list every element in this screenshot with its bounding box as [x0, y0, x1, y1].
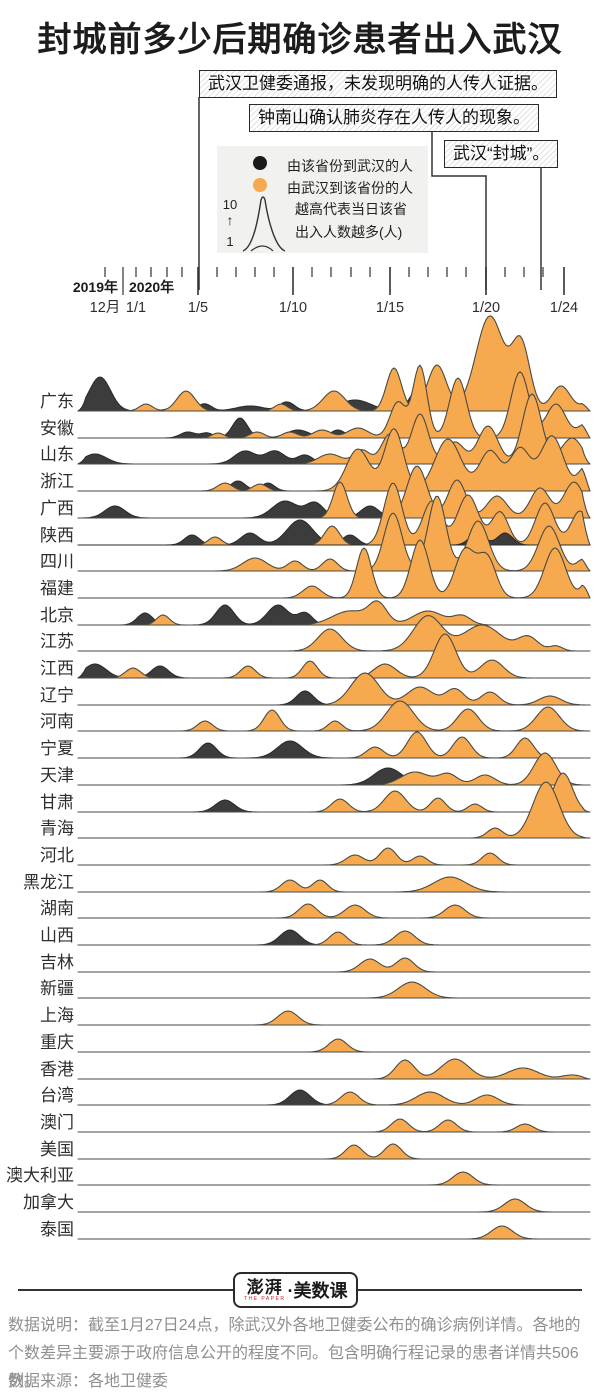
timeline-tick-label: 1/5	[188, 300, 208, 316]
year-label-2020: 2020年	[129, 279, 175, 295]
row-label-广西: 广西	[40, 499, 74, 518]
row-label-泰国: 泰国	[40, 1220, 74, 1239]
ridge-row-16-orange	[77, 781, 591, 839]
ridge-row-25-orange	[77, 1058, 591, 1080]
ridge-row-3-orange	[77, 428, 591, 492]
annotation-leader-line	[431, 131, 487, 290]
ridge-row-27-orange	[77, 1118, 591, 1133]
annotation-box-zhongnanshan: 钟南山确认肺炎存在人传人的现象。	[249, 104, 539, 132]
row-label-吉林: 吉林	[40, 953, 74, 972]
ridge-row-15-orange	[77, 772, 591, 813]
legend-note-line1: 越高代表当日该省	[295, 201, 407, 217]
row-label-辽宁: 辽宁	[40, 686, 74, 705]
row-label-澳大利亚: 澳大利亚	[6, 1166, 74, 1185]
legend-label-to-wuhan: 由该省份到武汉的人	[287, 158, 413, 174]
legend-note-line2: 出入人数越多(人)	[295, 224, 403, 240]
row-label-陕西: 陕西	[40, 526, 74, 545]
page-title: 封城前多少后期确诊患者出入武汉	[37, 21, 563, 59]
timeline-tick-label: 1/24	[550, 300, 578, 316]
row-label-河北: 河北	[40, 846, 74, 865]
ridge-row-12-orange	[77, 700, 591, 732]
ridge-row-21-orange	[77, 957, 591, 973]
row-label-山西: 山西	[40, 926, 74, 945]
logo-thepaper-en: THE PAPER	[244, 1295, 286, 1302]
year-label-2019: 2019年	[72, 279, 118, 295]
row-label-黑龙江: 黑龙江	[23, 873, 74, 892]
row-label-天津: 天津	[40, 766, 74, 785]
ridge-row-14-black	[77, 767, 591, 786]
ridge-row-26-orange	[77, 1091, 591, 1106]
row-label-山东: 山东	[40, 445, 74, 464]
ridge-row-19-orange	[77, 903, 591, 919]
row-label-北京: 北京	[40, 606, 74, 625]
row-label-上海: 上海	[40, 1006, 74, 1025]
ridge-row-9-orange	[77, 615, 591, 652]
to-wuhan-dot-icon	[253, 156, 267, 170]
row-label-安徽: 安徽	[40, 419, 74, 438]
data-source: 数据来源：各地卫健委	[8, 1373, 169, 1390]
row-label-香港: 香港	[40, 1060, 74, 1079]
ridge-row-7-orange	[77, 539, 591, 599]
ridge-row-8-orange	[77, 600, 591, 626]
ridge-row-5-black	[77, 532, 591, 546]
ridge-row-0-orange	[77, 315, 591, 412]
row-label-澳门: 澳门	[40, 1113, 74, 1132]
scale-arrow-icon: ↑	[226, 212, 234, 228]
timeline-tick-label: 1/15	[376, 300, 404, 316]
logo-pengpai: 澎湃 THE PAPER	[244, 1279, 285, 1302]
ridge-row-28-orange	[77, 1143, 591, 1160]
ridge-row-24-orange	[77, 1038, 591, 1053]
row-label-重庆: 重庆	[40, 1033, 74, 1052]
row-label-加拿大: 加拿大	[23, 1193, 74, 1212]
timeline-tick-label: 1/20	[472, 300, 500, 316]
row-label-河南: 河南	[40, 712, 74, 731]
timeline-tick-label: 1/10	[279, 300, 307, 316]
timeline-tick-label: 12月	[90, 300, 121, 316]
ridge-row-17-orange	[77, 847, 591, 866]
ridge-row-14-orange	[77, 752, 591, 786]
ridge-row-10-orange	[77, 633, 591, 679]
ridge-row-20-orange	[77, 930, 591, 946]
row-label-江苏: 江苏	[40, 632, 74, 651]
ridge-row-11-orange	[77, 672, 591, 706]
scale-min-label: 1	[226, 234, 234, 249]
from-wuhan-dot-icon	[253, 178, 267, 192]
legend: 由该省份到武汉的人 由武汉到该省份的人 10 ↑ 1 越高代表当日该省 出入人数…	[217, 146, 428, 253]
row-label-四川: 四川	[40, 552, 74, 571]
row-label-甘肃: 甘肃	[40, 793, 74, 812]
row-label-台湾: 台湾	[40, 1086, 74, 1105]
ridge-row-22-orange	[77, 981, 591, 999]
scale-max-label: 10	[222, 197, 238, 212]
ridge-row-18-orange	[77, 876, 591, 893]
timeline-tick-label: 1/1	[126, 300, 146, 316]
ridge-row-30-orange	[77, 1198, 591, 1213]
row-label-福建: 福建	[40, 579, 74, 598]
the-paper-logo: 澎湃 THE PAPER ·美数课	[233, 1272, 359, 1308]
ridge-row-31-orange	[77, 1225, 591, 1240]
row-label-美国: 美国	[40, 1140, 74, 1159]
ridge-row-29-orange	[77, 1171, 591, 1186]
ridge-row-2-orange	[77, 393, 591, 465]
annotation-box-whc-report: 武汉卫健委通报，未发现明确的人传人证据。	[199, 70, 557, 98]
ridge-row-6-orange	[77, 495, 591, 572]
logo-meishuke: ·美数课	[287, 1281, 348, 1301]
row-label-广东: 广东	[40, 392, 74, 411]
row-label-浙江: 浙江	[40, 472, 74, 491]
row-label-新疆: 新疆	[40, 979, 74, 998]
ridge-row-23-orange	[77, 1010, 591, 1026]
row-label-江西: 江西	[40, 659, 74, 678]
ridge-row-13-orange	[77, 731, 591, 759]
height-scale-bell-icon	[242, 196, 286, 252]
logo-pengpai-cn: 澎湃	[246, 1277, 283, 1297]
data-note: 数据说明：截至1月27日24点，除武汉外各地卫健委公布的确诊病例详情。各地的个数…	[8, 1317, 581, 1390]
row-label-宁夏: 宁夏	[40, 739, 74, 758]
legend-label-from-wuhan: 由武汉到该省份的人	[287, 180, 413, 196]
row-label-青海: 青海	[40, 819, 74, 838]
annotation-box-lockdown: 武汉“封城”。	[444, 140, 559, 168]
ridge-row-1-orange	[77, 364, 591, 439]
row-label-湖南: 湖南	[40, 899, 74, 918]
